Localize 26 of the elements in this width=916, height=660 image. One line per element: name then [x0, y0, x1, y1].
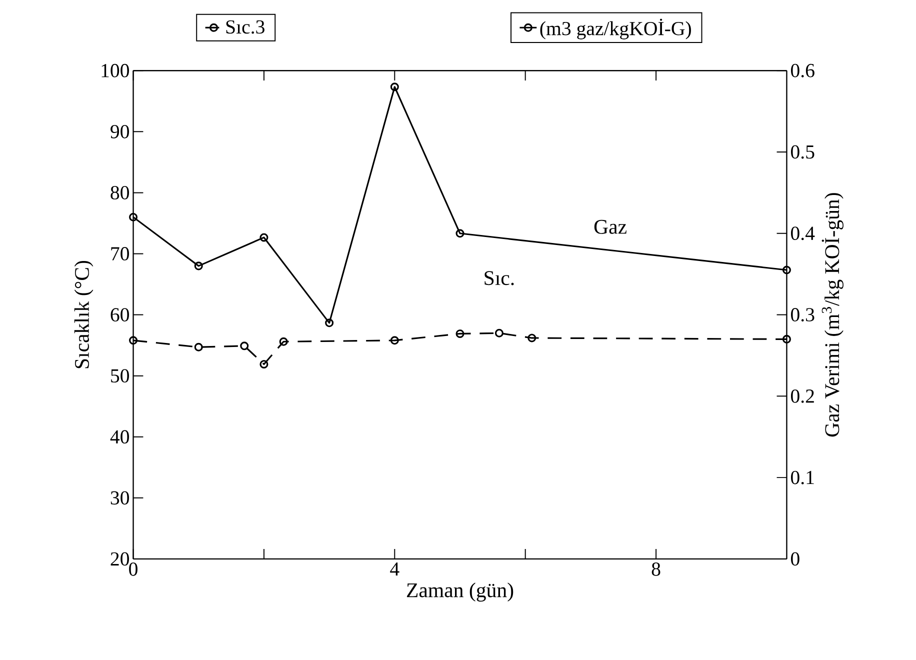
- y-tick-label: 70: [111, 246, 130, 260]
- legend-label: Sıc.3: [226, 20, 264, 34]
- y-tick-label: 80: [110, 186, 130, 200]
- y-tick-label: 20: [110, 552, 130, 566]
- y2-tick-label: 0.5: [790, 145, 814, 159]
- y-tick-label: 30: [110, 491, 130, 504]
- y-tick-label: 40: [110, 430, 130, 444]
- y-axis-title: Sıcaklık (°C): [74, 260, 94, 368]
- y2-tick-label: 0: [790, 552, 800, 566]
- y2-tick-label: 0.1: [790, 470, 814, 484]
- x-axis-title: Zaman (gün): [406, 582, 514, 602]
- x-tick-label: 4: [390, 562, 400, 576]
- y-tick-label: 90: [110, 124, 130, 138]
- y2-tick-label: 0.6: [790, 64, 814, 78]
- y2-tick-label: 0.3: [790, 308, 814, 322]
- y-tick-label: 100: [102, 64, 130, 78]
- y-tick-label: 60: [110, 308, 130, 322]
- x-tick-label: 0: [129, 562, 138, 576]
- legend-label: (m3 gaz/kgKOİ-G): [540, 18, 691, 40]
- annotation: Gaz: [594, 220, 626, 234]
- y-tick-label: 50: [111, 368, 130, 382]
- y2-axis-title: Gaz Verimi (m$^{3}$/kg KOİ-gün): [822, 192, 844, 436]
- y2-tick-label: 0.4: [790, 226, 815, 240]
- y2-tick-label: 0.2: [790, 389, 814, 403]
- annotation: Sıc.: [484, 270, 514, 285]
- x-tick-label: 8: [652, 562, 660, 576]
